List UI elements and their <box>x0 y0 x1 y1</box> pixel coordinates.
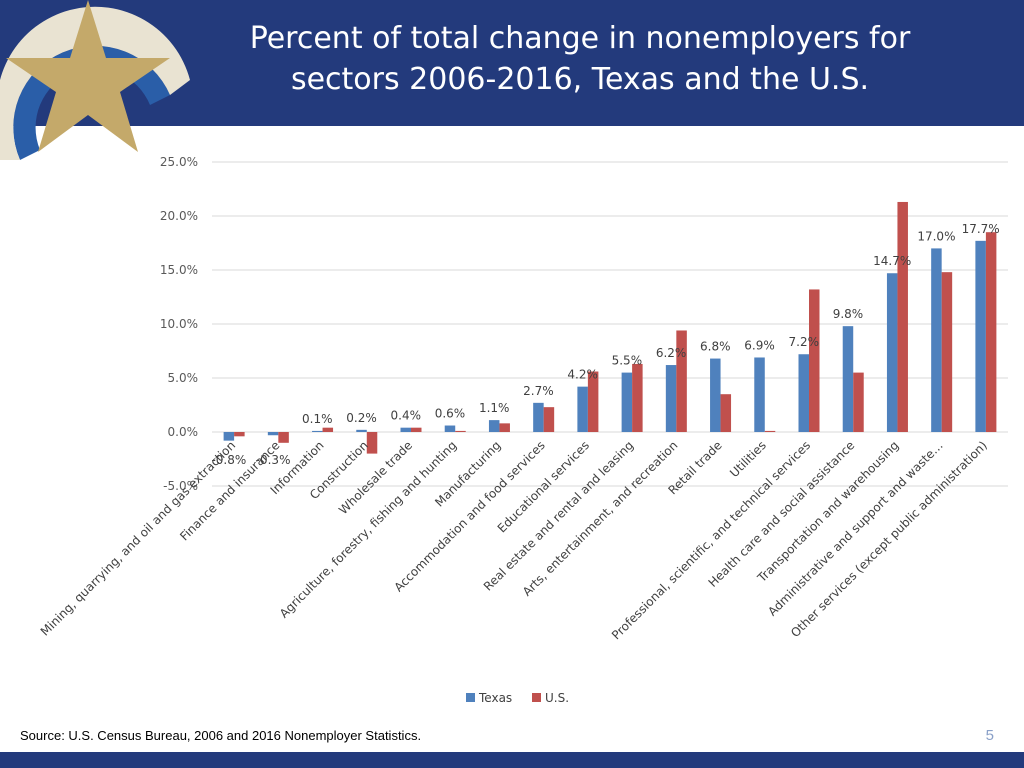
bar-us <box>499 423 510 432</box>
bar-us <box>322 427 334 432</box>
bar-us <box>941 272 953 432</box>
y-tick-label: 15.0% <box>160 263 198 277</box>
bar-us <box>853 372 864 432</box>
y-tick-label: 20.0% <box>160 209 198 223</box>
bar-texas <box>400 427 411 432</box>
source-note: Source: U.S. Census Bureau, 2006 and 201… <box>20 728 422 743</box>
bar-texas <box>267 432 279 436</box>
bar-texas <box>754 357 765 432</box>
bar-texas <box>312 430 323 432</box>
bar-us <box>411 427 422 432</box>
bar-texas <box>886 273 898 432</box>
y-tick-label: 25.0% <box>160 155 198 169</box>
legend-swatch-us <box>532 693 541 702</box>
data-label-texas: 6.8% <box>700 340 731 354</box>
data-label-texas: 0.2% <box>346 411 377 425</box>
bar-texas <box>798 354 809 432</box>
data-label-texas: 2.7% <box>523 384 554 398</box>
bar-us <box>897 201 908 432</box>
data-label-texas: 9.8% <box>833 307 864 321</box>
bar-texas <box>444 425 456 432</box>
title-line-1: Percent of total change in nonemployers … <box>249 21 911 56</box>
bar-texas <box>621 372 633 432</box>
data-label-texas: 14.7% <box>873 254 911 268</box>
bar-us <box>809 289 820 432</box>
bar-texas <box>533 402 544 432</box>
star-logo-icon <box>0 0 190 160</box>
bar-us <box>985 232 997 432</box>
data-label-texas: 0.4% <box>391 409 422 423</box>
bar-texas <box>975 240 986 432</box>
bar-texas <box>488 420 500 432</box>
bar-us <box>720 394 732 432</box>
page-number: 5 <box>985 727 994 744</box>
y-tick-label: 0.0% <box>168 425 199 439</box>
bar-texas <box>665 365 677 432</box>
bar-texas <box>356 429 367 432</box>
bar-texas <box>577 386 588 432</box>
y-tick-label: -5.0% <box>163 479 198 493</box>
bar-chart: -5.0% 0.0% 5.0% 10.0% 15.0% 20.0% 25.0% -0.8%Mi… <box>38 155 1008 705</box>
bar-texas <box>223 432 235 441</box>
footer-bar <box>0 752 1024 768</box>
bar-texas <box>931 248 942 432</box>
y-tick-label: 10.0% <box>160 317 198 331</box>
bar-us <box>632 363 643 432</box>
y-tick-label: 5.0% <box>168 371 199 385</box>
data-label-texas: -0.8% <box>211 453 246 467</box>
data-label-texas: 5.5% <box>612 354 643 368</box>
x-tick-label: Mining, quarrying, and oil and gas extra… <box>38 438 238 638</box>
bar-texas <box>710 358 721 432</box>
x-tick-label: Utilities <box>727 438 769 480</box>
bar-us <box>234 432 245 437</box>
data-label-texas: -0.3% <box>256 453 291 467</box>
data-label-texas: 17.7% <box>962 222 1000 236</box>
data-label-texas: 7.2% <box>789 335 820 349</box>
data-label-texas: 0.6% <box>435 407 466 421</box>
legend-label-us: U.S. <box>545 691 569 705</box>
data-label-texas: 0.1% <box>302 412 333 426</box>
bar-us <box>455 430 466 432</box>
data-label-texas: 6.2% <box>656 346 687 360</box>
bar-us <box>366 432 378 454</box>
bar-us <box>764 430 776 432</box>
bar-us <box>587 371 599 432</box>
data-label-texas: 6.9% <box>744 338 775 352</box>
legend-label-texas: Texas <box>478 691 512 705</box>
x-tick-label: Arts, entertainment, and recreation <box>520 438 681 599</box>
data-label-texas: 1.1% <box>479 401 510 415</box>
data-label-texas: 4.2% <box>567 368 598 382</box>
data-label-texas: 17.0% <box>917 229 955 243</box>
bar-us <box>676 330 687 432</box>
title-line-2: sectors 2006-2016, Texas and the U.S. <box>290 62 870 97</box>
slide-title: Percent of total change in nonemployers … <box>200 18 960 100</box>
bar-us <box>543 407 555 432</box>
bar-us <box>278 432 289 443</box>
bar-texas <box>842 326 854 432</box>
legend-swatch-texas <box>466 693 475 702</box>
